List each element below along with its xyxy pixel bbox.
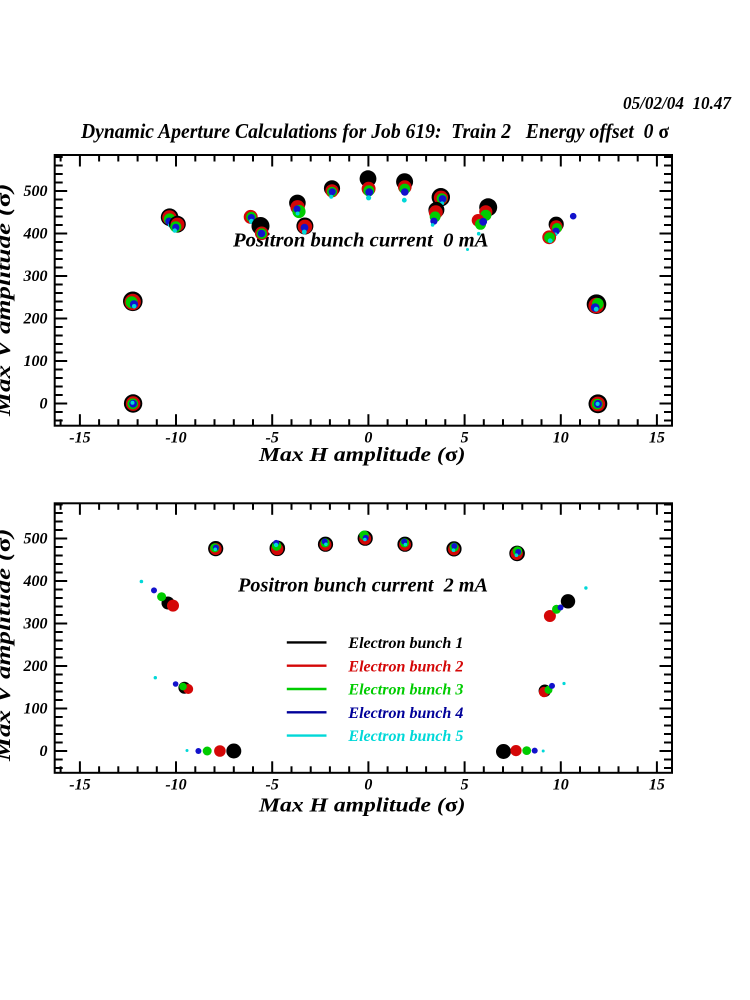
svg-text:500: 500	[24, 183, 48, 200]
svg-text:100: 100	[24, 701, 48, 718]
svg-text:400: 400	[23, 226, 48, 243]
svg-text:Max H amplitude (σ): Max H amplitude (σ)	[258, 795, 466, 817]
svg-text:-5: -5	[266, 777, 279, 794]
svg-text:Positron bunch current 2 mA: Positron bunch current 2 mA	[237, 574, 488, 596]
svg-text:5: 5	[461, 777, 469, 794]
svg-text:Electron bunch 1: Electron bunch 1	[347, 634, 463, 652]
svg-text:400: 400	[23, 573, 48, 590]
svg-text:0: 0	[40, 743, 48, 760]
svg-text:0: 0	[40, 396, 48, 413]
svg-text:Dynamic Aperture Calculations: Dynamic Aperture Calculations for Job 61…	[80, 119, 669, 143]
svg-text:200: 200	[23, 311, 48, 328]
svg-text:5: 5	[461, 430, 469, 447]
svg-text:0: 0	[364, 777, 372, 794]
svg-text:Electron bunch 5: Electron bunch 5	[347, 727, 463, 745]
svg-text:500: 500	[24, 531, 48, 548]
svg-text:Electron bunch 2: Electron bunch 2	[347, 657, 463, 675]
svg-text:15: 15	[649, 777, 665, 794]
svg-text:-15: -15	[69, 777, 90, 794]
svg-text:-10: -10	[165, 777, 186, 794]
svg-text:300: 300	[23, 616, 48, 633]
svg-text:10: 10	[553, 430, 569, 447]
svg-text:0: 0	[364, 430, 372, 447]
svg-text:-15: -15	[69, 430, 90, 447]
svg-text:Max V amplitude (σ): Max V amplitude (σ)	[0, 529, 15, 763]
svg-text:-5: -5	[266, 430, 279, 447]
svg-text:Electron bunch 3: Electron bunch 3	[347, 681, 463, 699]
svg-text:05/02/04 10.47: 05/02/04 10.47	[623, 93, 732, 113]
svg-text:15: 15	[649, 430, 665, 447]
svg-text:Max V amplitude (σ): Max V amplitude (σ)	[0, 184, 15, 418]
svg-text:-10: -10	[165, 430, 186, 447]
svg-text:Max H amplitude (σ): Max H amplitude (σ)	[258, 444, 466, 466]
svg-text:10: 10	[553, 777, 569, 794]
svg-text:Electron bunch 4: Electron bunch 4	[347, 704, 463, 722]
svg-text:300: 300	[23, 268, 48, 285]
svg-text:200: 200	[23, 658, 48, 675]
svg-text:100: 100	[24, 353, 48, 370]
svg-text:Positron bunch current 0 mA: Positron bunch current 0 mA	[232, 230, 489, 252]
